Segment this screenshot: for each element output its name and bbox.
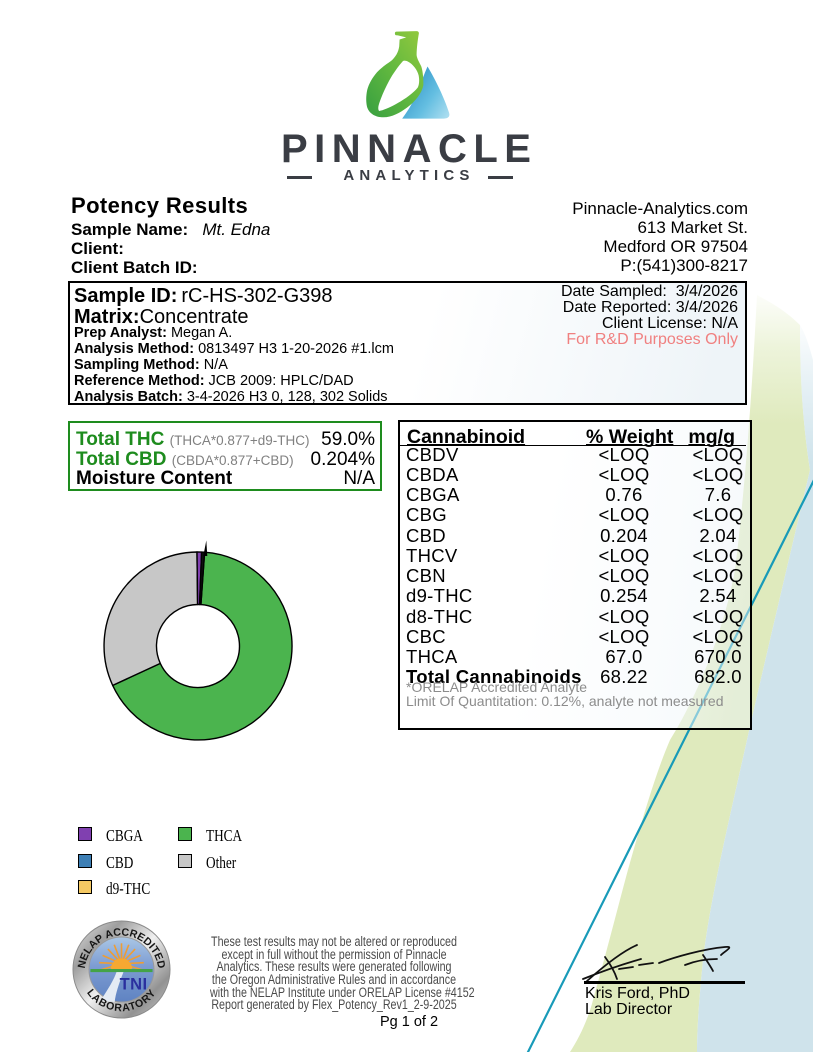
svg-text:TNI: TNI (120, 975, 148, 993)
